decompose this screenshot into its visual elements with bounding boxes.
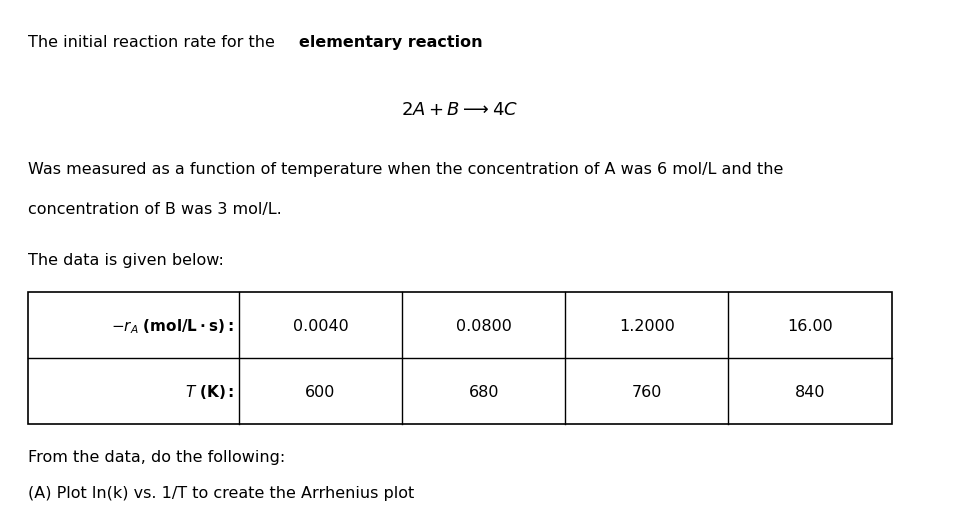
- Text: The data is given below:: The data is given below:: [28, 252, 224, 268]
- Text: 1.2000: 1.2000: [619, 318, 675, 333]
- Text: $2A + B{\longrightarrow} 4C$: $2A + B{\longrightarrow} 4C$: [402, 101, 518, 119]
- Text: Was measured as a function of temperature when the concentration of A was 6 mol/: Was measured as a function of temperatur…: [28, 162, 783, 177]
- Text: 760: 760: [632, 384, 663, 399]
- Text: $-r_A\ \mathbf{(mol/L \cdot s):}$: $-r_A\ \mathbf{(mol/L \cdot s):}$: [111, 317, 234, 335]
- Text: (A) Plot ln(k) vs. 1/T to create the Arrhenius plot: (A) Plot ln(k) vs. 1/T to create the Arr…: [28, 485, 414, 500]
- Bar: [28, 293, 892, 424]
- Text: 16.00: 16.00: [787, 318, 833, 333]
- Text: concentration of B was 3 mol/L.: concentration of B was 3 mol/L.: [28, 202, 281, 217]
- Text: 0.0800: 0.0800: [456, 318, 511, 333]
- Text: 0.0040: 0.0040: [293, 318, 348, 333]
- Text: From the data, do the following:: From the data, do the following:: [28, 449, 285, 465]
- Text: elementary reaction: elementary reaction: [299, 35, 483, 50]
- Text: 840: 840: [794, 384, 825, 399]
- Text: The initial reaction rate for the: The initial reaction rate for the: [28, 35, 279, 50]
- Text: $T\ \mathbf{(K):}$: $T\ \mathbf{(K):}$: [185, 382, 234, 400]
- Text: 680: 680: [468, 384, 499, 399]
- Text: 600: 600: [305, 384, 336, 399]
